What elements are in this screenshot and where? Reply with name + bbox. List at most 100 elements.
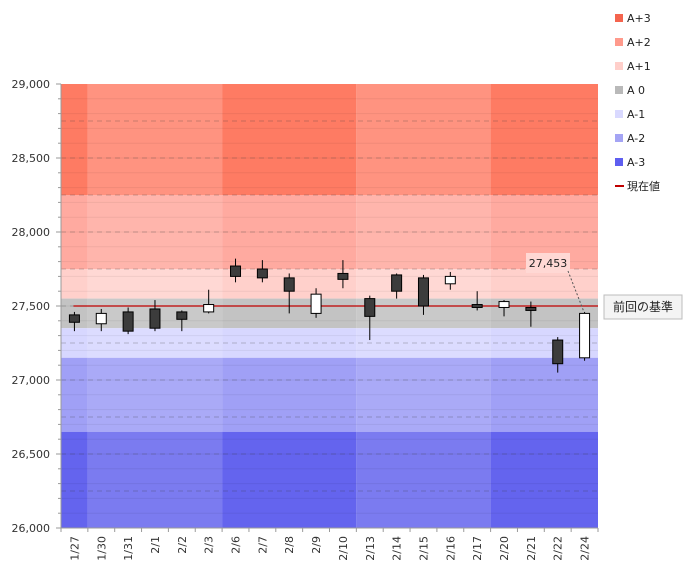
x-tick-label: 2/22: [552, 536, 565, 561]
legend-label: A-2: [627, 131, 646, 145]
band-aminus1: [222, 328, 357, 358]
x-tick-label: 2/9: [310, 536, 323, 554]
band-aminus1: [87, 328, 223, 358]
x-tick-label: 1/31: [122, 536, 135, 561]
candle-body-down: [417, 277, 429, 307]
band-aplus3: [61, 84, 88, 195]
x-tick-label: 2/15: [417, 536, 430, 561]
y-tick-label: 26,000: [12, 522, 51, 535]
candle-2-21: [525, 301, 537, 327]
candle-body-down: [176, 311, 188, 320]
candle-1-30: [95, 308, 107, 332]
current-value-label: 27,453: [529, 257, 568, 270]
y-tick-label: 27,500: [12, 300, 51, 313]
x-tick-label: 2/14: [391, 536, 404, 561]
band-aplus2: [87, 195, 223, 269]
annotations-layer: 27,453 前回の基準: [526, 253, 683, 320]
y-tick-label: 26,500: [12, 448, 51, 461]
candle-body-up: [95, 312, 107, 325]
legend-label: A-3: [627, 155, 646, 169]
y-tick-label: 29,000: [12, 78, 51, 91]
candle-2-2: [176, 310, 188, 332]
legend-item-a-minus-3: A-3: [615, 150, 689, 174]
candle-body-up: [444, 275, 456, 285]
x-tick-label: 1/27: [68, 536, 81, 561]
legend-item-a-plus-3: A+3: [615, 6, 689, 30]
legend-swatch: [615, 62, 623, 70]
legend-line-swatch: [615, 185, 624, 187]
candle-2-3: [203, 289, 215, 314]
candle-2-15: [417, 274, 429, 315]
legend-item-a-minus-1: A-1: [615, 102, 689, 126]
candle-body-up: [579, 312, 591, 359]
band-aplus2: [61, 195, 88, 269]
candle-body-down: [256, 268, 268, 279]
candle-body-down: [283, 277, 295, 292]
legend-item-a-plus-1: A+1: [615, 54, 689, 78]
band-aminus2: [61, 357, 88, 432]
legend-label: A+1: [627, 59, 651, 73]
candle-2-6: [230, 258, 242, 283]
candle-2-9: [310, 288, 322, 318]
band-aplus1: [490, 269, 598, 299]
legend: A+3 A+2 A+1 A 0 A-1 A-2 A-3 現在値: [615, 6, 689, 198]
band-aplus3: [356, 84, 491, 195]
candle-2-1: [149, 300, 161, 332]
x-tick-label: 2/7: [256, 536, 269, 554]
candle-body-down: [149, 308, 161, 329]
legend-swatch: [615, 110, 623, 118]
candle-1-27: [68, 311, 80, 332]
legend-swatch: [615, 38, 623, 46]
candle-2-8: [283, 273, 295, 314]
candle-body-down: [552, 339, 564, 365]
candle-2-22: [552, 337, 564, 373]
legend-label: 現在値: [627, 180, 660, 193]
candle-body-down: [122, 311, 134, 332]
candle-2-20: [498, 300, 510, 317]
band-aplus2: [356, 195, 491, 269]
candle-body-down: [364, 298, 376, 317]
band-aplus3: [490, 84, 598, 195]
band-aminus1: [356, 328, 491, 358]
band-aminus3: [356, 431, 491, 528]
band-aplus3: [87, 84, 223, 195]
band-aminus1: [61, 328, 88, 358]
x-tick-label: 1/30: [95, 536, 108, 561]
candle-body-down: [471, 304, 483, 308]
candle-2-13: [364, 295, 376, 341]
candle-2-10: [337, 260, 349, 289]
candle-body-down: [337, 272, 349, 280]
candle-body-up: [498, 301, 510, 308]
candle-body-down: [230, 265, 242, 277]
candle-2-16: [444, 271, 456, 290]
band-aplus3: [222, 84, 357, 195]
y-axis: 26,000 26,500 27,000 27,500 28,000 28,500 29,0…: [12, 78, 62, 535]
x-tick-label: 2/2: [176, 536, 189, 554]
candle-body-up: [203, 304, 215, 313]
legend-label: A+2: [627, 35, 651, 49]
candle-body-down: [68, 314, 80, 323]
legend-label: A-1: [627, 107, 646, 121]
legend-swatch: [615, 134, 623, 142]
y-tick-label: 27,000: [12, 374, 51, 387]
candle-1-31: [122, 307, 134, 335]
candle-body-up: [310, 293, 322, 314]
x-tick-label: 2/13: [364, 536, 377, 561]
x-tick-label: 2/1: [149, 536, 162, 554]
band-aplus1: [87, 269, 223, 299]
x-tick-label: 2/3: [203, 536, 216, 554]
band-aminus2: [87, 357, 223, 432]
band-aplus2: [222, 195, 357, 269]
legend-item-a-0: A 0: [615, 78, 689, 102]
legend-swatch: [615, 158, 623, 166]
legend-label: A+3: [627, 11, 651, 25]
x-tick-label: 2/17: [471, 536, 484, 561]
legend-item-a-minus-2: A-2: [615, 126, 689, 150]
y-tick-label: 28,500: [12, 152, 51, 165]
band-aminus3: [87, 431, 223, 528]
candle-body-down: [391, 274, 403, 292]
legend-item-a-plus-2: A+2: [615, 30, 689, 54]
x-axis: 1/27 1/30 1/31 2/1 2/2 2/3 2/6 2/7 2/8 2/9 2/10 2/1…: [60, 527, 599, 561]
legend-label: A 0: [627, 83, 646, 97]
band-aminus2: [356, 357, 491, 432]
